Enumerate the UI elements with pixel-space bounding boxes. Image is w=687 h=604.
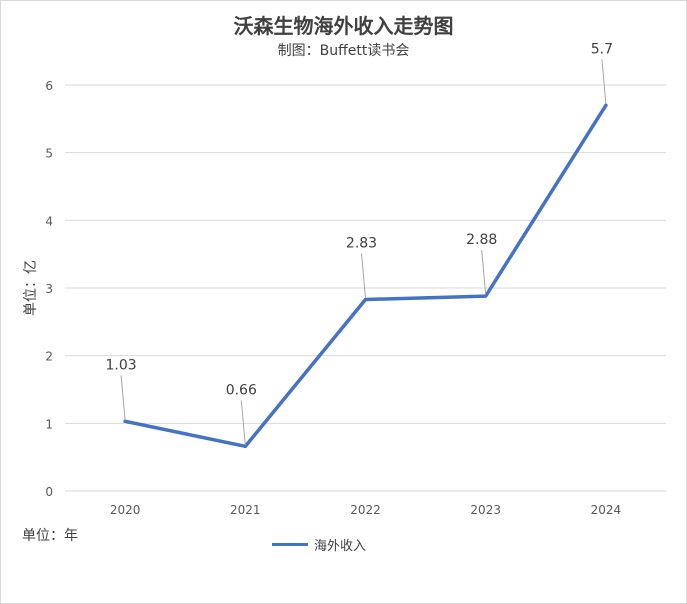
data-label: 0.66: [226, 382, 257, 398]
legend-label: 海外收入: [314, 539, 367, 554]
data-label: 1.03: [106, 357, 137, 373]
data-label: 2.83: [346, 236, 377, 252]
chart-subtitle: 制图：Buffett读书会: [277, 43, 410, 59]
y-tick-label: 6: [45, 79, 53, 93]
data-label: 2.88: [466, 232, 497, 248]
data-label-leader: [361, 253, 366, 299]
x-axis-unit-label: 单位：年: [22, 528, 78, 544]
data-label-leader: [481, 250, 487, 296]
y-tick-label: 4: [45, 214, 53, 228]
y-tick-label: 5: [45, 147, 53, 161]
x-tick-label: 2021: [230, 503, 261, 517]
chart-legend: 海外收入: [272, 535, 366, 554]
data-label-leader: [120, 375, 126, 421]
chart-title: 沃森生物海外收入走势图: [233, 14, 454, 38]
data-point: [364, 298, 367, 302]
legend-swatch: [272, 543, 308, 546]
data-point: [604, 103, 608, 107]
y-tick-label: 3: [45, 282, 53, 296]
x-tick-label: 2020: [110, 503, 141, 517]
data-label: 5.7: [591, 41, 613, 57]
x-tick-label: 2022: [350, 503, 381, 517]
data-label-leader: [601, 59, 607, 105]
y-tick-label: 1: [45, 417, 53, 431]
series-line: [123, 103, 608, 449]
data-point: [243, 444, 247, 448]
y-tick-label: 0: [45, 485, 53, 499]
y-tick-label: 2: [45, 350, 53, 364]
data-point: [484, 294, 488, 298]
data-point: [123, 419, 127, 423]
x-tick-label: 2023: [470, 503, 501, 517]
x-tick-label: 2024: [591, 503, 622, 517]
data-label-leader: [240, 400, 246, 446]
